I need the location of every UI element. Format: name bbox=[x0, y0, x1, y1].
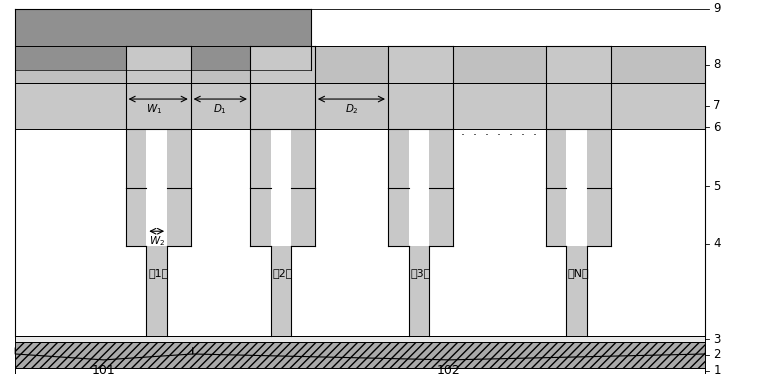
Text: 第3个: 第3个 bbox=[410, 268, 430, 278]
Bar bbox=[388, 46, 453, 188]
Text: 102: 102 bbox=[437, 364, 461, 377]
Bar bbox=[250, 129, 315, 188]
Bar bbox=[250, 129, 271, 246]
Bar bbox=[587, 129, 610, 246]
Bar bbox=[15, 9, 706, 336]
Text: 101: 101 bbox=[92, 364, 116, 377]
Text: 2: 2 bbox=[713, 348, 721, 362]
Bar bbox=[271, 129, 291, 188]
Bar bbox=[430, 129, 453, 246]
Text: 4: 4 bbox=[713, 237, 721, 250]
Text: 1: 1 bbox=[713, 364, 721, 377]
Bar bbox=[15, 83, 706, 129]
Text: 6: 6 bbox=[713, 121, 721, 134]
Bar bbox=[250, 46, 315, 188]
Bar bbox=[409, 129, 430, 188]
Text: 第2个: 第2个 bbox=[272, 268, 292, 278]
Text: $W_1$: $W_1$ bbox=[146, 102, 163, 116]
Text: $D_1$: $D_1$ bbox=[214, 102, 227, 116]
Bar bbox=[167, 129, 191, 246]
Bar bbox=[15, 342, 706, 368]
Bar bbox=[546, 46, 610, 188]
Text: 第N个: 第N个 bbox=[568, 268, 589, 278]
Bar bbox=[15, 9, 311, 70]
Bar bbox=[15, 336, 706, 342]
Bar bbox=[388, 129, 453, 188]
Bar bbox=[291, 129, 315, 246]
Bar bbox=[566, 246, 587, 336]
Bar bbox=[271, 246, 291, 336]
Bar bbox=[546, 129, 566, 246]
Bar bbox=[546, 129, 610, 188]
Bar bbox=[126, 46, 191, 188]
Text: $D_2$: $D_2$ bbox=[345, 102, 359, 116]
Text: 3: 3 bbox=[713, 333, 721, 346]
Bar bbox=[126, 129, 146, 246]
Bar bbox=[126, 129, 191, 188]
Bar bbox=[388, 129, 409, 246]
Text: ·  ·  ·  ·  ·  ·  ·: · · · · · · · bbox=[462, 129, 537, 142]
Text: 7: 7 bbox=[713, 100, 721, 113]
Bar bbox=[15, 368, 706, 374]
Bar bbox=[409, 246, 430, 336]
Text: 第1个: 第1个 bbox=[148, 268, 169, 278]
Bar bbox=[566, 129, 587, 188]
Bar bbox=[146, 246, 167, 336]
Bar bbox=[15, 46, 706, 83]
Bar bbox=[146, 129, 167, 188]
Text: 8: 8 bbox=[713, 58, 721, 71]
Text: 9: 9 bbox=[713, 2, 721, 16]
Text: $W_2$: $W_2$ bbox=[149, 234, 165, 248]
Text: 5: 5 bbox=[713, 180, 721, 193]
